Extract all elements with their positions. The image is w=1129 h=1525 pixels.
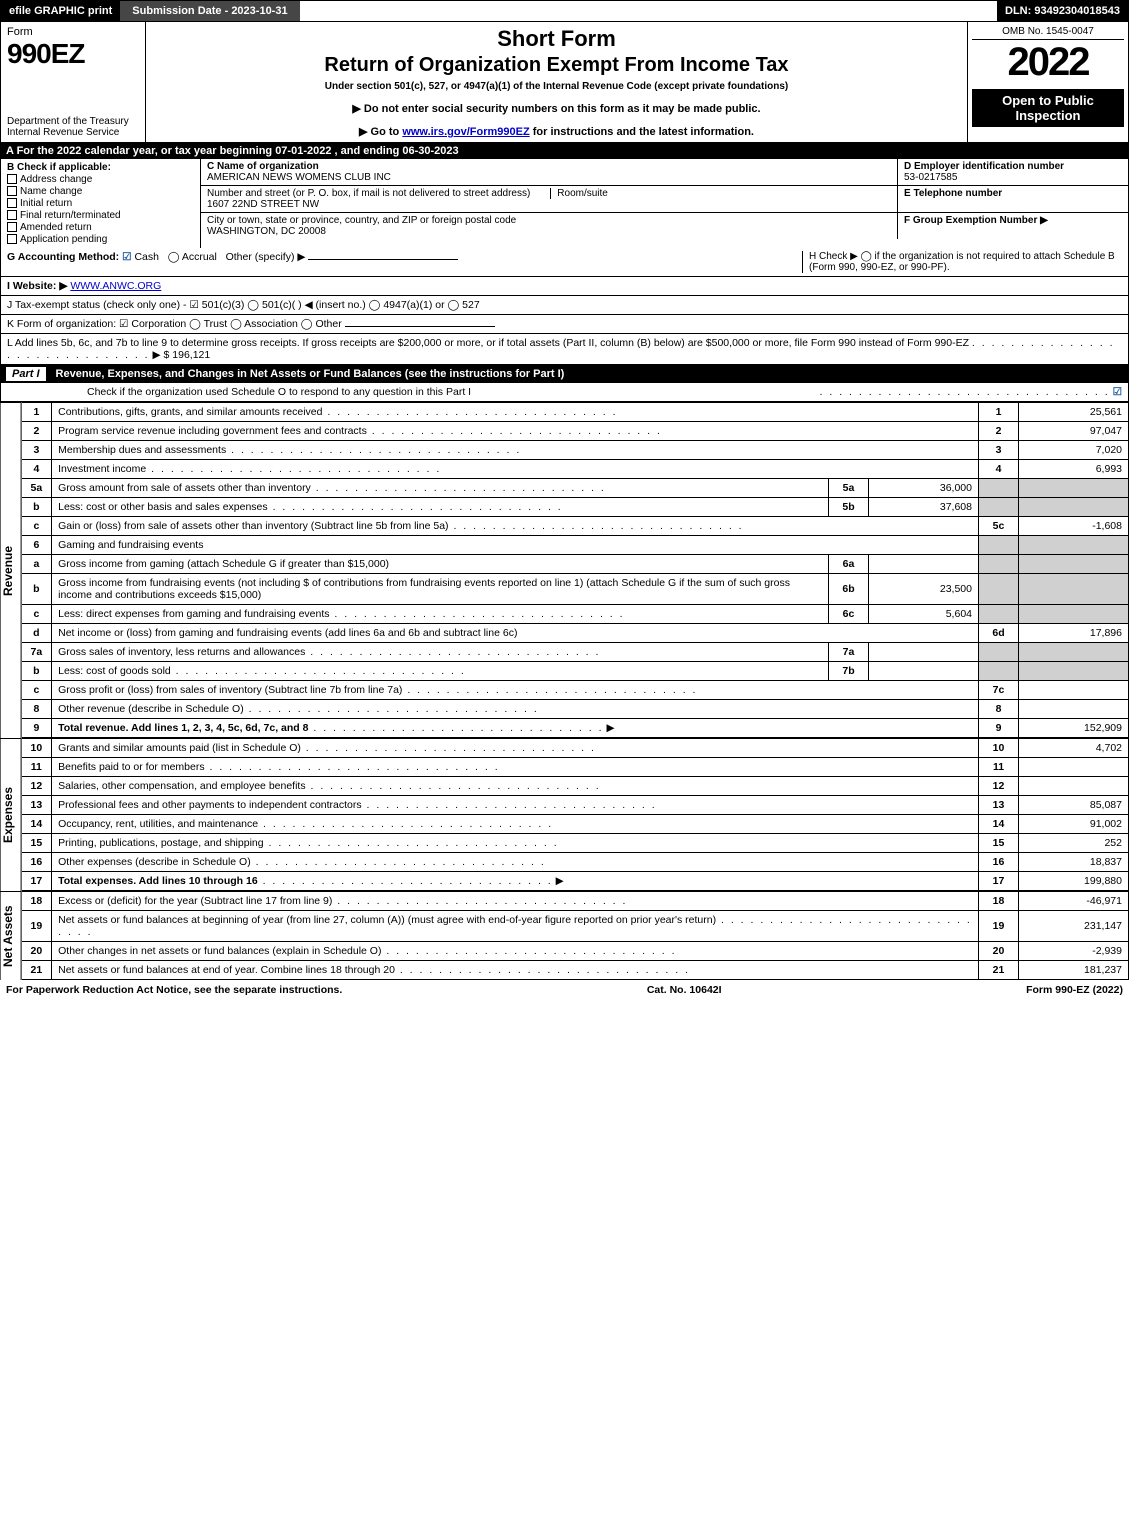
val-17: 199,880	[1019, 872, 1129, 891]
form-header: Form 990EZ Department of the Treasury In…	[0, 22, 1129, 143]
f-group-cell: F Group Exemption Number ▶	[898, 213, 1128, 239]
top-bar: efile GRAPHIC print Submission Date - 20…	[0, 0, 1129, 22]
part1-header: Part I Revenue, Expenses, and Changes in…	[0, 365, 1129, 383]
row-j-status: J Tax-exempt status (check only one) - ☑…	[0, 296, 1129, 315]
subtitle-section: Under section 501(c), 527, or 4947(a)(1)…	[154, 81, 959, 92]
d-ein: 53-0217585	[904, 172, 1122, 183]
val-15: 252	[1019, 834, 1129, 853]
c-addr-cell: Number and street (or P. O. box, if mail…	[201, 186, 898, 212]
e-label: E Telephone number	[904, 188, 1122, 199]
room-label: Room/suite	[550, 188, 608, 199]
val-7a	[869, 643, 979, 662]
e-phone-cell: E Telephone number	[898, 186, 1128, 212]
org-address: 1607 22ND STREET NW	[207, 199, 891, 210]
tax-year: 2022	[972, 40, 1124, 85]
val-9: 152,909	[1019, 719, 1129, 738]
expenses-side-label: Expenses	[0, 738, 22, 891]
h-schedule-b: H Check ▶ ◯ if the organization is not r…	[802, 251, 1122, 273]
c-label: C Name of organization	[207, 161, 891, 172]
netassets-table: 18Excess or (deficit) for the year (Subt…	[22, 891, 1129, 980]
form-label: Form	[7, 26, 139, 38]
part1-title: Revenue, Expenses, and Changes in Net As…	[56, 368, 565, 380]
section-bcdef: B Check if applicable: Address change Na…	[0, 159, 1129, 248]
row-l-gross: L Add lines 5b, 6c, and 7b to line 9 to …	[0, 334, 1129, 365]
val-6b: 23,500	[869, 574, 979, 605]
b-opt-final-return[interactable]: Final return/terminated	[7, 210, 194, 221]
d-label: D Employer identification number	[904, 161, 1122, 172]
val-2: 97,047	[1019, 422, 1129, 441]
val-1: 25,561	[1019, 403, 1129, 422]
val-18: -46,971	[1019, 892, 1129, 911]
expenses-block: Expenses 10Grants and similar amounts pa…	[0, 738, 1129, 891]
netassets-block: Net Assets 18Excess or (deficit) for the…	[0, 891, 1129, 980]
title-short-form: Short Form	[154, 26, 959, 52]
footer-notice: For Paperwork Reduction Act Notice, see …	[6, 984, 342, 996]
val-6a	[869, 555, 979, 574]
part1-check: Check if the organization used Schedule …	[0, 383, 1129, 402]
netassets-side-label: Net Assets	[0, 891, 22, 980]
c-city-cell: City or town, state or province, country…	[201, 213, 898, 239]
revenue-table: 1Contributions, gifts, grants, and simil…	[22, 402, 1129, 738]
department: Department of the Treasury Internal Reve…	[7, 116, 139, 138]
row-k-form-org: K Form of organization: ☑ Corporation ◯ …	[0, 315, 1129, 334]
val-7c	[1019, 681, 1129, 700]
line-a-period: A For the 2022 calendar year, or tax yea…	[0, 143, 1129, 159]
val-5c: -1,608	[1019, 517, 1129, 536]
form-number: 990EZ	[7, 38, 139, 70]
subtitle-goto: ▶ Go to www.irs.gov/Form990EZ for instru…	[154, 125, 959, 138]
open-public: Open to Public Inspection	[972, 89, 1124, 127]
val-12	[1019, 777, 1129, 796]
val-20: -2,939	[1019, 942, 1129, 961]
b-opt-pending[interactable]: Application pending	[7, 234, 194, 245]
val-16: 18,837	[1019, 853, 1129, 872]
val-5a: 36,000	[869, 479, 979, 498]
omb-number: OMB No. 1545-0047	[972, 26, 1124, 40]
val-13: 85,087	[1019, 796, 1129, 815]
page-footer: For Paperwork Reduction Act Notice, see …	[0, 980, 1129, 1000]
b-opt-initial-return[interactable]: Initial return	[7, 198, 194, 209]
row-i-website: I Website: ▶ WWW.ANWC.ORG	[0, 277, 1129, 296]
f-label: F Group Exemption Number ▶	[904, 215, 1122, 226]
b-opt-name-change[interactable]: Name change	[7, 186, 194, 197]
footer-formid: Form 990-EZ (2022)	[1026, 984, 1123, 996]
b-opt-amended[interactable]: Amended return	[7, 222, 194, 233]
dln: DLN: 93492304018543	[997, 1, 1128, 21]
val-11	[1019, 758, 1129, 777]
efile-print[interactable]: efile GRAPHIC print	[1, 1, 120, 21]
val-14: 91,002	[1019, 815, 1129, 834]
b-opt-address-change[interactable]: Address change	[7, 174, 194, 185]
part1-tag: Part I	[6, 367, 46, 381]
org-name: AMERICAN NEWS WOMENS CLUB INC	[207, 172, 891, 183]
val-6d: 17,896	[1019, 624, 1129, 643]
expenses-table: 10Grants and similar amounts paid (list …	[22, 738, 1129, 891]
submission-date: Submission Date - 2023-10-31	[120, 1, 299, 21]
row-gh: G Accounting Method: ☑ Cash ◯ Accrual Ot…	[0, 248, 1129, 277]
subtitle-ssn: ▶ Do not enter social security numbers o…	[154, 102, 959, 115]
addr-label: Number and street (or P. O. box, if mail…	[207, 188, 530, 199]
val-3: 7,020	[1019, 441, 1129, 460]
val-19: 231,147	[1019, 911, 1129, 942]
title-return: Return of Organization Exempt From Incom…	[154, 54, 959, 77]
revenue-side-label: Revenue	[0, 402, 22, 738]
val-4: 6,993	[1019, 460, 1129, 479]
val-7b	[869, 662, 979, 681]
section-b: B Check if applicable: Address change Na…	[1, 159, 201, 248]
footer-catno: Cat. No. 10642I	[647, 984, 722, 996]
d-ein-cell: D Employer identification number 53-0217…	[898, 159, 1128, 185]
org-city: WASHINGTON, DC 20008	[207, 226, 891, 237]
revenue-block: Revenue 1Contributions, gifts, grants, a…	[0, 402, 1129, 738]
website-link[interactable]: WWW.ANWC.ORG	[70, 280, 161, 292]
val-21: 181,237	[1019, 961, 1129, 980]
g-accounting: G Accounting Method: ☑ Cash ◯ Accrual Ot…	[7, 251, 802, 273]
val-5b: 37,608	[869, 498, 979, 517]
irs-link[interactable]: www.irs.gov/Form990EZ	[402, 126, 529, 138]
c-name-cell: C Name of organization AMERICAN NEWS WOM…	[201, 159, 898, 185]
city-label: City or town, state or province, country…	[207, 215, 891, 226]
val-10: 4,702	[1019, 739, 1129, 758]
val-6c: 5,604	[869, 605, 979, 624]
b-label: B Check if applicable:	[7, 162, 194, 173]
val-8	[1019, 700, 1129, 719]
